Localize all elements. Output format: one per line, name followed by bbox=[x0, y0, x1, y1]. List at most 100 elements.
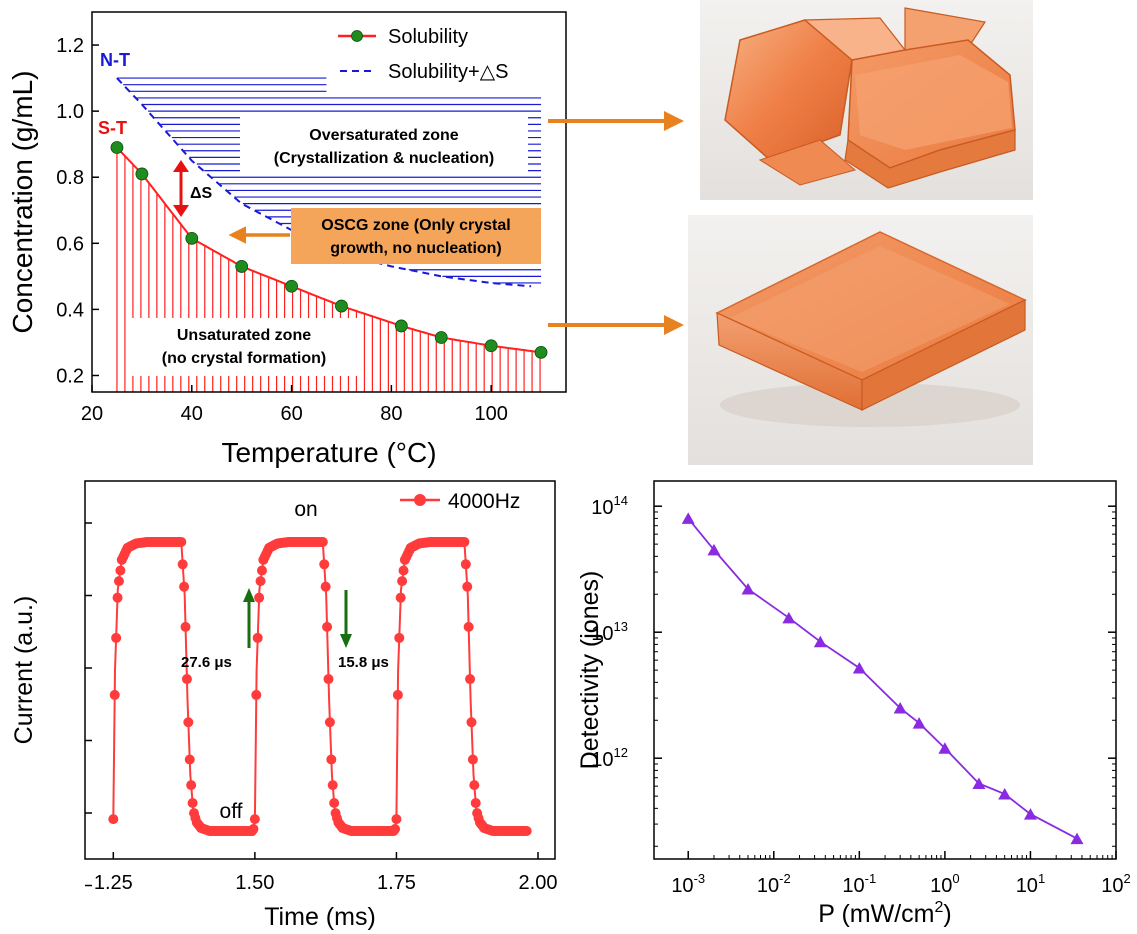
solubility-point bbox=[335, 299, 348, 313]
oscg-zone-box bbox=[291, 208, 541, 264]
x-tick-label: 102 bbox=[1101, 871, 1130, 897]
detectivity-y-axis-label: Detectivity (jones) bbox=[576, 571, 604, 770]
y-tick-label: 1014 bbox=[591, 493, 628, 519]
photoresponse-point bbox=[183, 717, 194, 728]
photoresponse-point bbox=[327, 780, 338, 791]
legend-solubility-label: Solubility bbox=[388, 26, 468, 48]
photoresponse-point bbox=[469, 780, 480, 791]
fall-time-label: 15.8 μs bbox=[338, 654, 389, 671]
photoresponse-point bbox=[112, 592, 123, 603]
photoresponse-point bbox=[398, 565, 409, 576]
detectivity-point bbox=[912, 717, 926, 729]
oscg-label-line2: growth, no nucleation) bbox=[330, 240, 502, 257]
photoresponse-point bbox=[184, 754, 195, 765]
delta-s-label: ΔS bbox=[190, 185, 213, 202]
detectivity-point bbox=[893, 702, 907, 714]
legend-solubility-marker bbox=[351, 30, 363, 42]
oversaturated-label-line2: (Crystallization & nucleation) bbox=[274, 150, 494, 167]
solubility-point bbox=[235, 260, 249, 273]
photoresponse-point bbox=[390, 824, 401, 835]
x-tick-label: 100 bbox=[474, 403, 507, 425]
st-label: S-T bbox=[98, 118, 127, 138]
photoresponse-point bbox=[323, 674, 334, 685]
photoresponse-x-axis-label: Time (ms) bbox=[264, 903, 376, 931]
photoresponse-point bbox=[521, 826, 532, 837]
photoresponse-point bbox=[186, 780, 197, 791]
solubility-panel: 20 40 60 80 100 0.2 0.4 0.6 0.8 1.0 1.2 Temperatur… bbox=[7, 11, 684, 468]
x-tick-label: 1.75 bbox=[377, 872, 416, 894]
legend-4000hz-marker bbox=[414, 494, 426, 506]
detectivity-point bbox=[813, 635, 827, 648]
y-tick-label: 1013 bbox=[591, 619, 628, 645]
photoresponse-panel: 1.25 1.50 1.75 2.00 Time (ms) Current (a.u.… bbox=[10, 480, 558, 931]
photoresponse-point bbox=[177, 559, 188, 570]
x-tick-label: 1.25 bbox=[94, 872, 133, 894]
x-tick-label: 60 bbox=[280, 403, 302, 425]
detectivity-line bbox=[687, 517, 1078, 840]
unsaturated-label-line2: (no crystal formation) bbox=[162, 350, 326, 367]
solubility-curves bbox=[116, 77, 542, 354]
x-tick-label: 100 bbox=[930, 871, 959, 897]
photoresponse-point bbox=[256, 565, 267, 576]
solubility-point bbox=[285, 279, 298, 293]
solubility-curve bbox=[116, 146, 542, 354]
y-tick-label: 1.0 bbox=[56, 101, 84, 123]
unsaturated-label-bg bbox=[126, 318, 362, 376]
detectivity-point bbox=[852, 661, 866, 674]
solubility-point bbox=[135, 167, 149, 181]
detectivity-x-axis-label: P (mW/cm2) bbox=[818, 899, 951, 928]
detectivity-point bbox=[938, 742, 952, 754]
photoresponse-point bbox=[460, 559, 471, 570]
solubility-y-axis-label: Concentration (g/mL) bbox=[7, 70, 38, 333]
photoresponse-point bbox=[326, 754, 337, 765]
oversaturated-label-bg bbox=[240, 116, 528, 174]
solubility-point bbox=[110, 141, 124, 154]
photoresponse-point bbox=[180, 621, 191, 632]
detectivity-point bbox=[681, 512, 695, 524]
detectivity-point bbox=[1070, 832, 1084, 845]
rise-arrow-head bbox=[243, 588, 255, 602]
photoresponse-y-axis-label: Current (a.u.) bbox=[10, 596, 38, 745]
photoresponse-point bbox=[181, 674, 192, 685]
photoresponse-point bbox=[463, 621, 474, 632]
detectivity-point bbox=[1023, 808, 1037, 820]
photoresponse-point bbox=[252, 632, 263, 643]
fall-arrow-head bbox=[340, 634, 352, 648]
solubility-point bbox=[534, 345, 548, 359]
photoresponse-point bbox=[320, 581, 331, 592]
photoresponse-point bbox=[329, 798, 340, 809]
solubility-axis-ticks: 20 40 60 80 100 0.2 0.4 0.6 0.8 1.0 1.2 bbox=[56, 35, 508, 425]
detectivity-point bbox=[998, 787, 1012, 800]
crystal-photo-irregular bbox=[700, 0, 1033, 200]
delta-s-arrow-head-down bbox=[173, 205, 189, 217]
photoresponse-point bbox=[395, 592, 406, 603]
supersaturation-curve bbox=[116, 77, 532, 288]
x-tick-label: 101 bbox=[1016, 871, 1045, 897]
unsaturated-label-line1: Unsaturated zone bbox=[177, 327, 311, 344]
solubility-point bbox=[434, 331, 448, 344]
photoresponse-point bbox=[115, 565, 126, 576]
photoresponse-point bbox=[466, 717, 477, 728]
x-tick-label: 10-2 bbox=[757, 871, 791, 897]
photoresponse-point bbox=[394, 632, 405, 643]
y-tick-label: 0.6 bbox=[56, 233, 84, 255]
x-tick-label: 40 bbox=[181, 403, 203, 425]
solubility-points bbox=[110, 141, 548, 359]
photoresponse-series bbox=[108, 536, 532, 837]
photoresponse-point bbox=[324, 717, 335, 728]
x-tick-label: 80 bbox=[380, 403, 402, 425]
solubility-point bbox=[394, 319, 408, 333]
photoresponse-point bbox=[317, 536, 328, 547]
photoresponse-point bbox=[470, 798, 481, 809]
photoresponse-point bbox=[467, 754, 478, 765]
y-tick-label: 1.2 bbox=[56, 35, 84, 57]
photoresponse-point bbox=[319, 559, 330, 570]
detectivity-series bbox=[681, 512, 1084, 845]
photoresponse-point bbox=[254, 592, 265, 603]
x-tick-label: 10-1 bbox=[842, 871, 876, 897]
x-tick-label: 2.00 bbox=[519, 872, 558, 894]
detectivity-point bbox=[972, 777, 986, 789]
solubility-point bbox=[185, 231, 199, 245]
oscg-label-line1: OSCG zone (Only crystal bbox=[321, 217, 510, 234]
